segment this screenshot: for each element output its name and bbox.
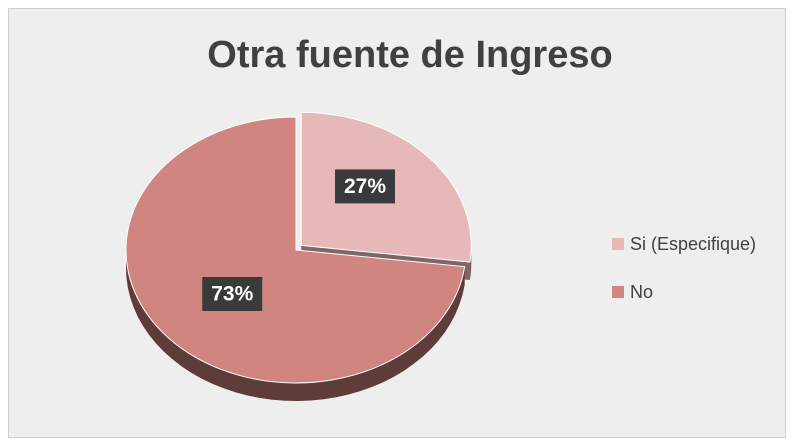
data-label: 27% xyxy=(344,175,386,198)
slice xyxy=(125,116,466,384)
legend-swatch xyxy=(612,238,624,250)
data-label-box xyxy=(202,276,263,311)
data-label: 73% xyxy=(211,283,253,306)
chart-title: Otra fuente de Ingreso xyxy=(207,34,612,76)
legend-label: Si (Especifique) xyxy=(630,234,756,254)
data-label-box xyxy=(335,169,396,204)
legend-label: No xyxy=(630,282,653,302)
legend-swatch xyxy=(612,286,624,298)
